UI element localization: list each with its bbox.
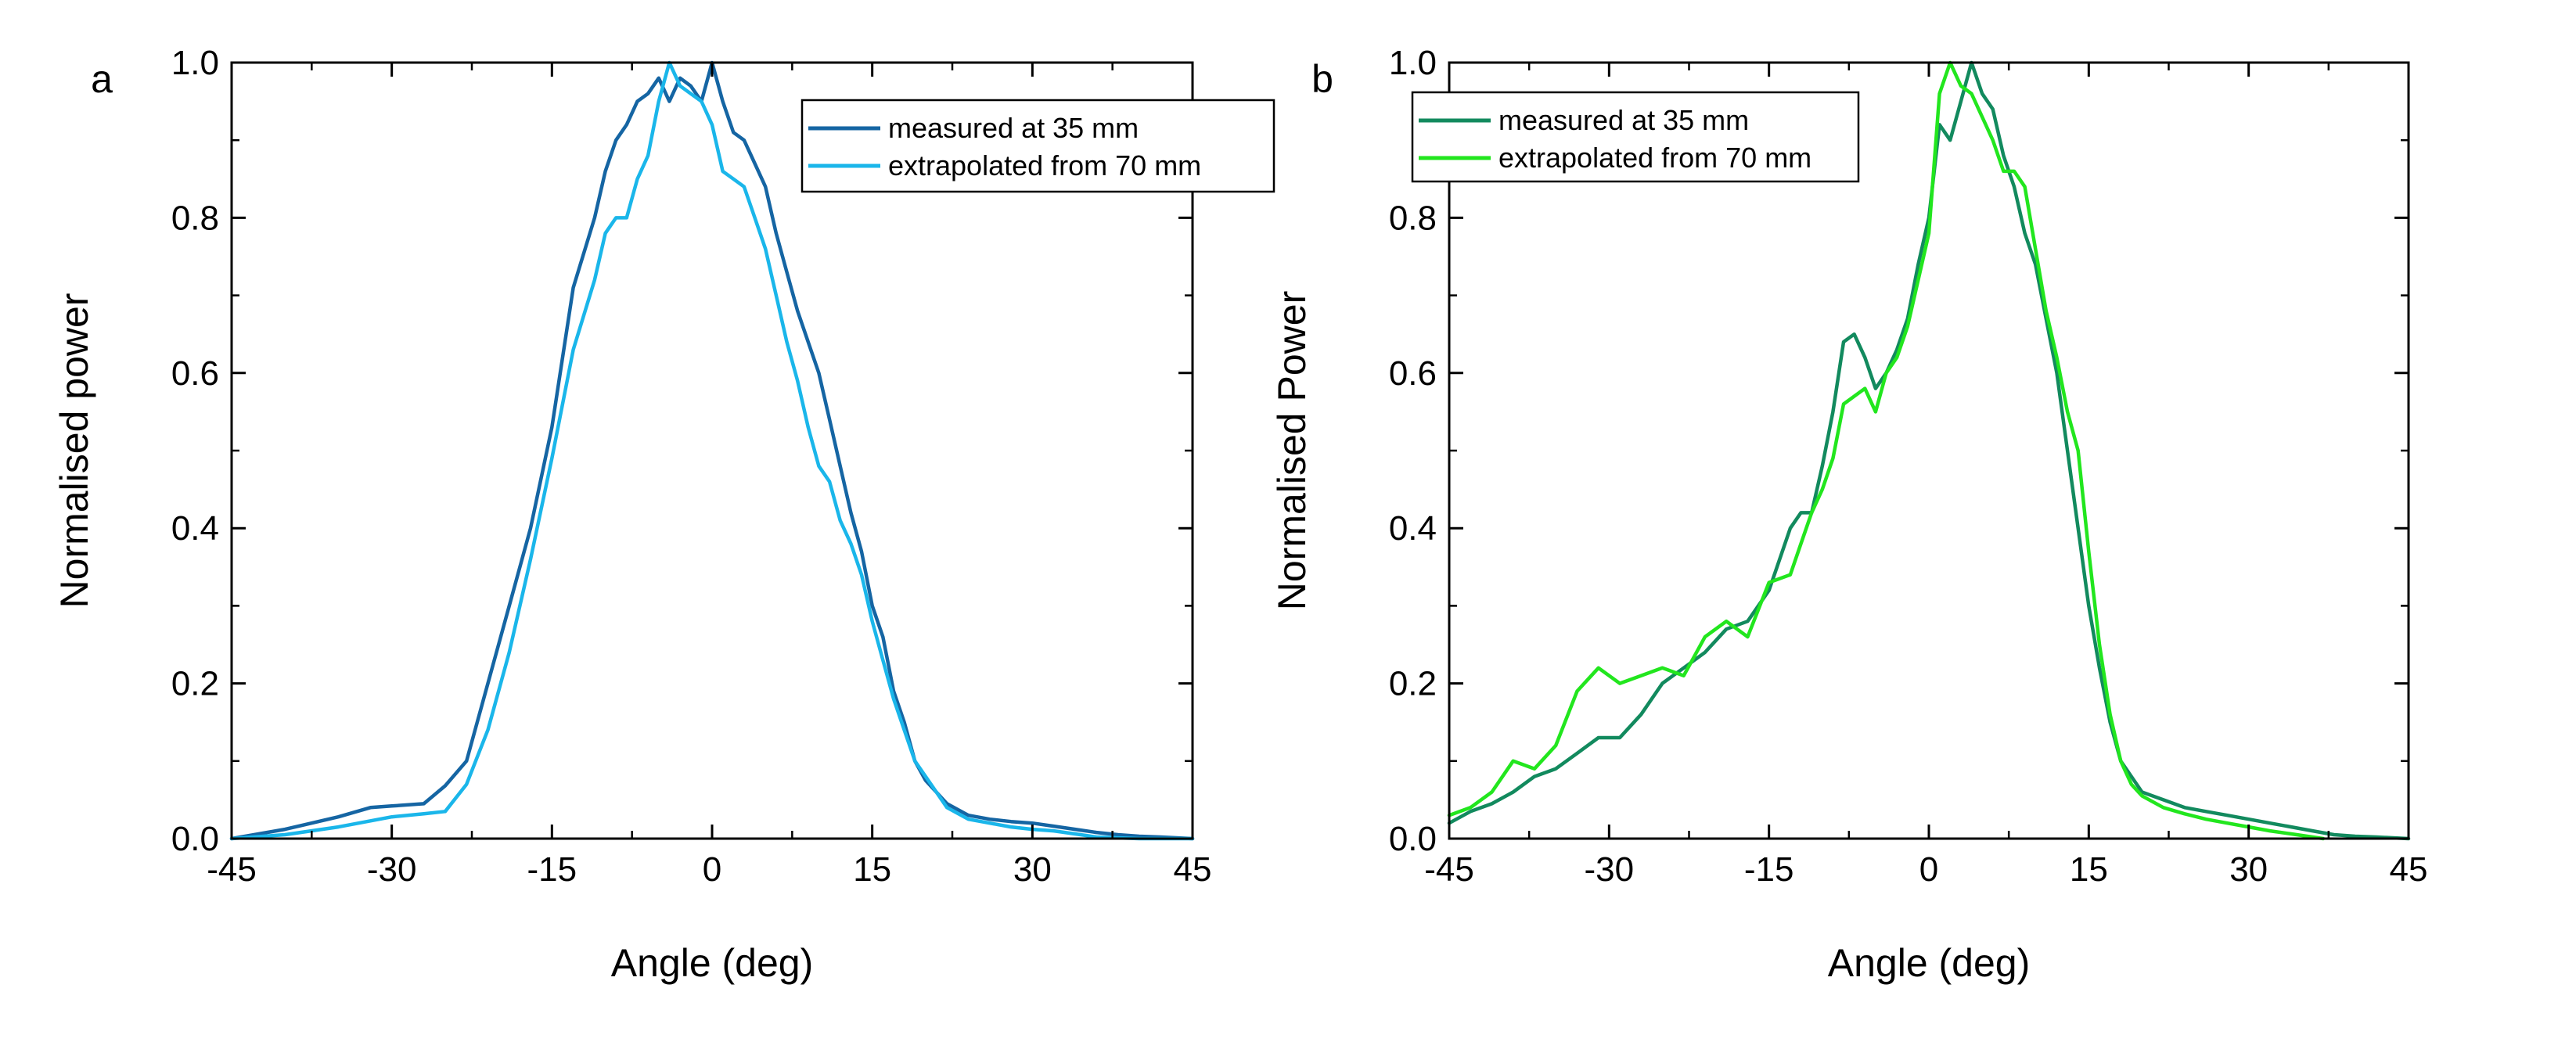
y-tick-label: 0.2 (171, 665, 219, 703)
x-axis-title: Angle (deg) (611, 941, 814, 985)
y-tick-label: 0.4 (171, 509, 219, 548)
y-tick-label: 1.0 (171, 44, 219, 82)
y-tick-label: 0.0 (171, 820, 219, 858)
legend-label: measured at 35 mm (888, 112, 1139, 144)
x-tick-label: 45 (1174, 850, 1212, 889)
y-tick-label: 1.0 (1389, 44, 1437, 82)
legend-label: measured at 35 mm (1498, 104, 1749, 136)
x-tick-label: -30 (367, 850, 417, 889)
x-tick-label: 0 (1919, 850, 1938, 889)
y-tick-label: 0.2 (1389, 665, 1437, 703)
y-tick-label: 0.6 (1389, 354, 1437, 393)
x-tick-label: 0 (703, 850, 721, 889)
panel-label: a (91, 57, 113, 101)
chart-panel-a: -45 -30 -15 0 15 30 45 0.0 0.2 0.4 0.6 0.8 1.0 Angle … (52, 44, 1275, 985)
y-tick-label: 0.0 (1389, 820, 1437, 858)
x-tick-label: 15 (853, 850, 891, 889)
y-axis-title: Normalised Power (1270, 291, 1314, 610)
x-tick-label: -30 (1585, 850, 1635, 889)
x-tick-label: 45 (2390, 850, 2428, 889)
series-line-extrapolated (229, 60, 1195, 841)
y-tick-label: 0.8 (171, 199, 219, 237)
panel-label: b (1311, 57, 1333, 101)
y-tick-label: 0.4 (1389, 509, 1437, 548)
legend-label: extrapolated from 70 mm (1498, 142, 1811, 174)
series-line-measured (229, 60, 1195, 841)
x-axis-title: Angle (deg) (1828, 941, 2031, 985)
y-tick-label: 0.8 (1389, 199, 1437, 237)
x-tick-label: 30 (1013, 850, 1052, 889)
x-tick-label: -45 (207, 850, 257, 889)
x-tick-label: -15 (1744, 850, 1794, 889)
x-tick-label: -45 (1424, 850, 1474, 889)
y-axis-title: Normalised power (52, 293, 96, 609)
legend-box (801, 99, 1275, 193)
chart-panel-b: -45 -30 -15 0 15 30 45 0.0 0.2 0.4 0.6 0.8 1.0 Angle … (1270, 44, 2427, 985)
legend-label: extrapolated from 70 mm (888, 149, 1201, 181)
legend-box (1411, 91, 1860, 183)
x-tick-label: -15 (527, 850, 577, 889)
series-line-extrapolated (1447, 60, 2326, 841)
y-tick-label: 0.6 (171, 354, 219, 393)
x-tick-label: 15 (2070, 850, 2108, 889)
x-tick-label: 30 (2229, 850, 2268, 889)
series-line-measured (1447, 60, 2411, 841)
